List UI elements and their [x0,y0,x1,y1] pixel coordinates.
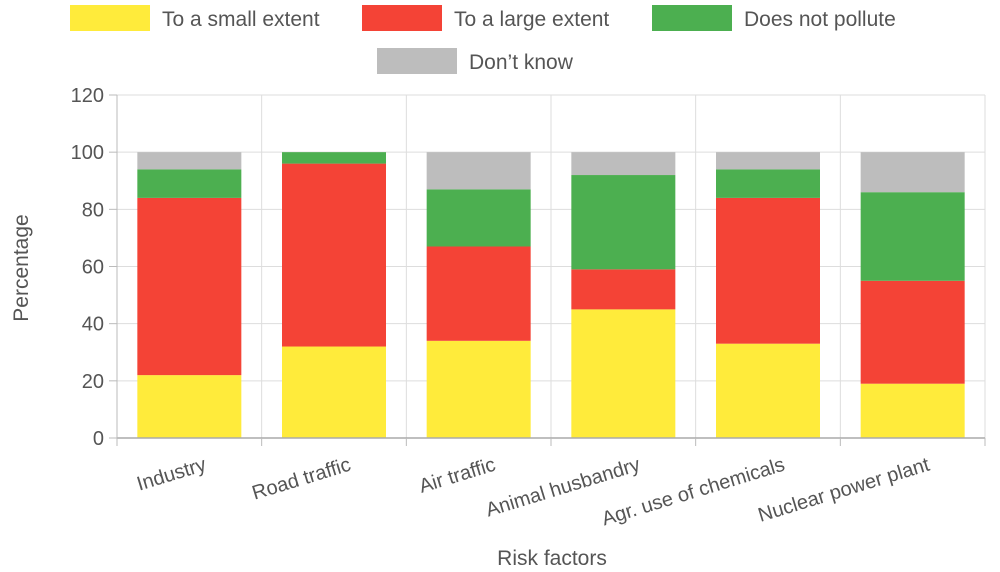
y-tick-labels: 0 20 40 60 80 100 120 [71,85,104,450]
y-tick-label: 80 [82,199,104,221]
bar-air-traffic-does-not-pollute [426,189,531,247]
legend-label: Does not pollute [744,8,896,31]
bar-road-traffic-to-a-small-extent [282,346,386,438]
legend-label: Don’t know [469,51,574,74]
bar-agr-use-of-chemicals-don-t-know [716,152,820,170]
grid-lines [116,94,986,438]
bar-industry-does-not-pollute [137,169,242,198]
bar-air-traffic-to-a-large-extent [426,246,531,341]
legend: To a small extent To a large extent Does n… [70,5,896,74]
bar-nuclear-power-plant-don-t-know [860,152,965,193]
bar-industry-to-a-large-extent [137,197,242,376]
x-tick-label-air-traffic: Air traffic [417,454,499,498]
legend-label: To a small extent [162,8,320,31]
y-tick-label: 40 [82,314,104,336]
legend-swatch [70,5,150,31]
y-tick-label: 0 [93,428,104,450]
bar-air-traffic-to-a-small-extent [426,340,531,438]
legend-swatch [652,5,732,31]
bar-road-traffic-does-not-pollute [282,152,386,164]
axes [109,94,986,446]
x-axis-title: Risk factors [497,547,607,570]
bar-industry-don-t-know [137,152,242,170]
bar-nuclear-power-plant-to-a-small-extent [860,383,965,438]
y-tick-label: 60 [82,257,104,279]
bar-nuclear-power-plant-does-not-pollute [860,192,965,281]
bars [137,152,965,438]
legend-label: To a large extent [454,8,609,31]
legend-swatch [377,48,457,74]
y-tick-label: 20 [82,371,104,393]
bar-nuclear-power-plant-to-a-large-extent [860,280,965,384]
bar-agr-use-of-chemicals-to-a-large-extent [716,197,820,344]
bar-air-traffic-don-t-know [426,152,531,190]
bar-animal-husbandry-to-a-small-extent [571,309,676,438]
bar-road-traffic-to-a-large-extent [282,163,386,347]
y-tick-label: 100 [71,142,104,164]
legend-item-to-a-small-extent: To a small extent [70,5,320,31]
bar-animal-husbandry-to-a-large-extent [571,269,676,310]
y-tick-label: 120 [71,85,104,107]
x-tick-label-road-traffic: Road traffic [250,454,354,505]
legend-item-to-a-large-extent: To a large extent [362,5,609,31]
legend-item-don-t-know: Don’t know [377,48,574,74]
bar-agr-use-of-chemicals-to-a-small-extent [716,343,820,438]
bar-agr-use-of-chemicals-does-not-pollute [716,169,820,198]
y-axis-title: Percentage [10,214,33,321]
bar-animal-husbandry-does-not-pollute [571,175,676,270]
legend-item-does-not-pollute: Does not pollute [652,5,896,31]
x-tick-label-industry: Industry [134,454,208,496]
bar-animal-husbandry-don-t-know [571,152,676,176]
bar-industry-to-a-small-extent [137,375,242,438]
legend-swatch [362,5,442,31]
